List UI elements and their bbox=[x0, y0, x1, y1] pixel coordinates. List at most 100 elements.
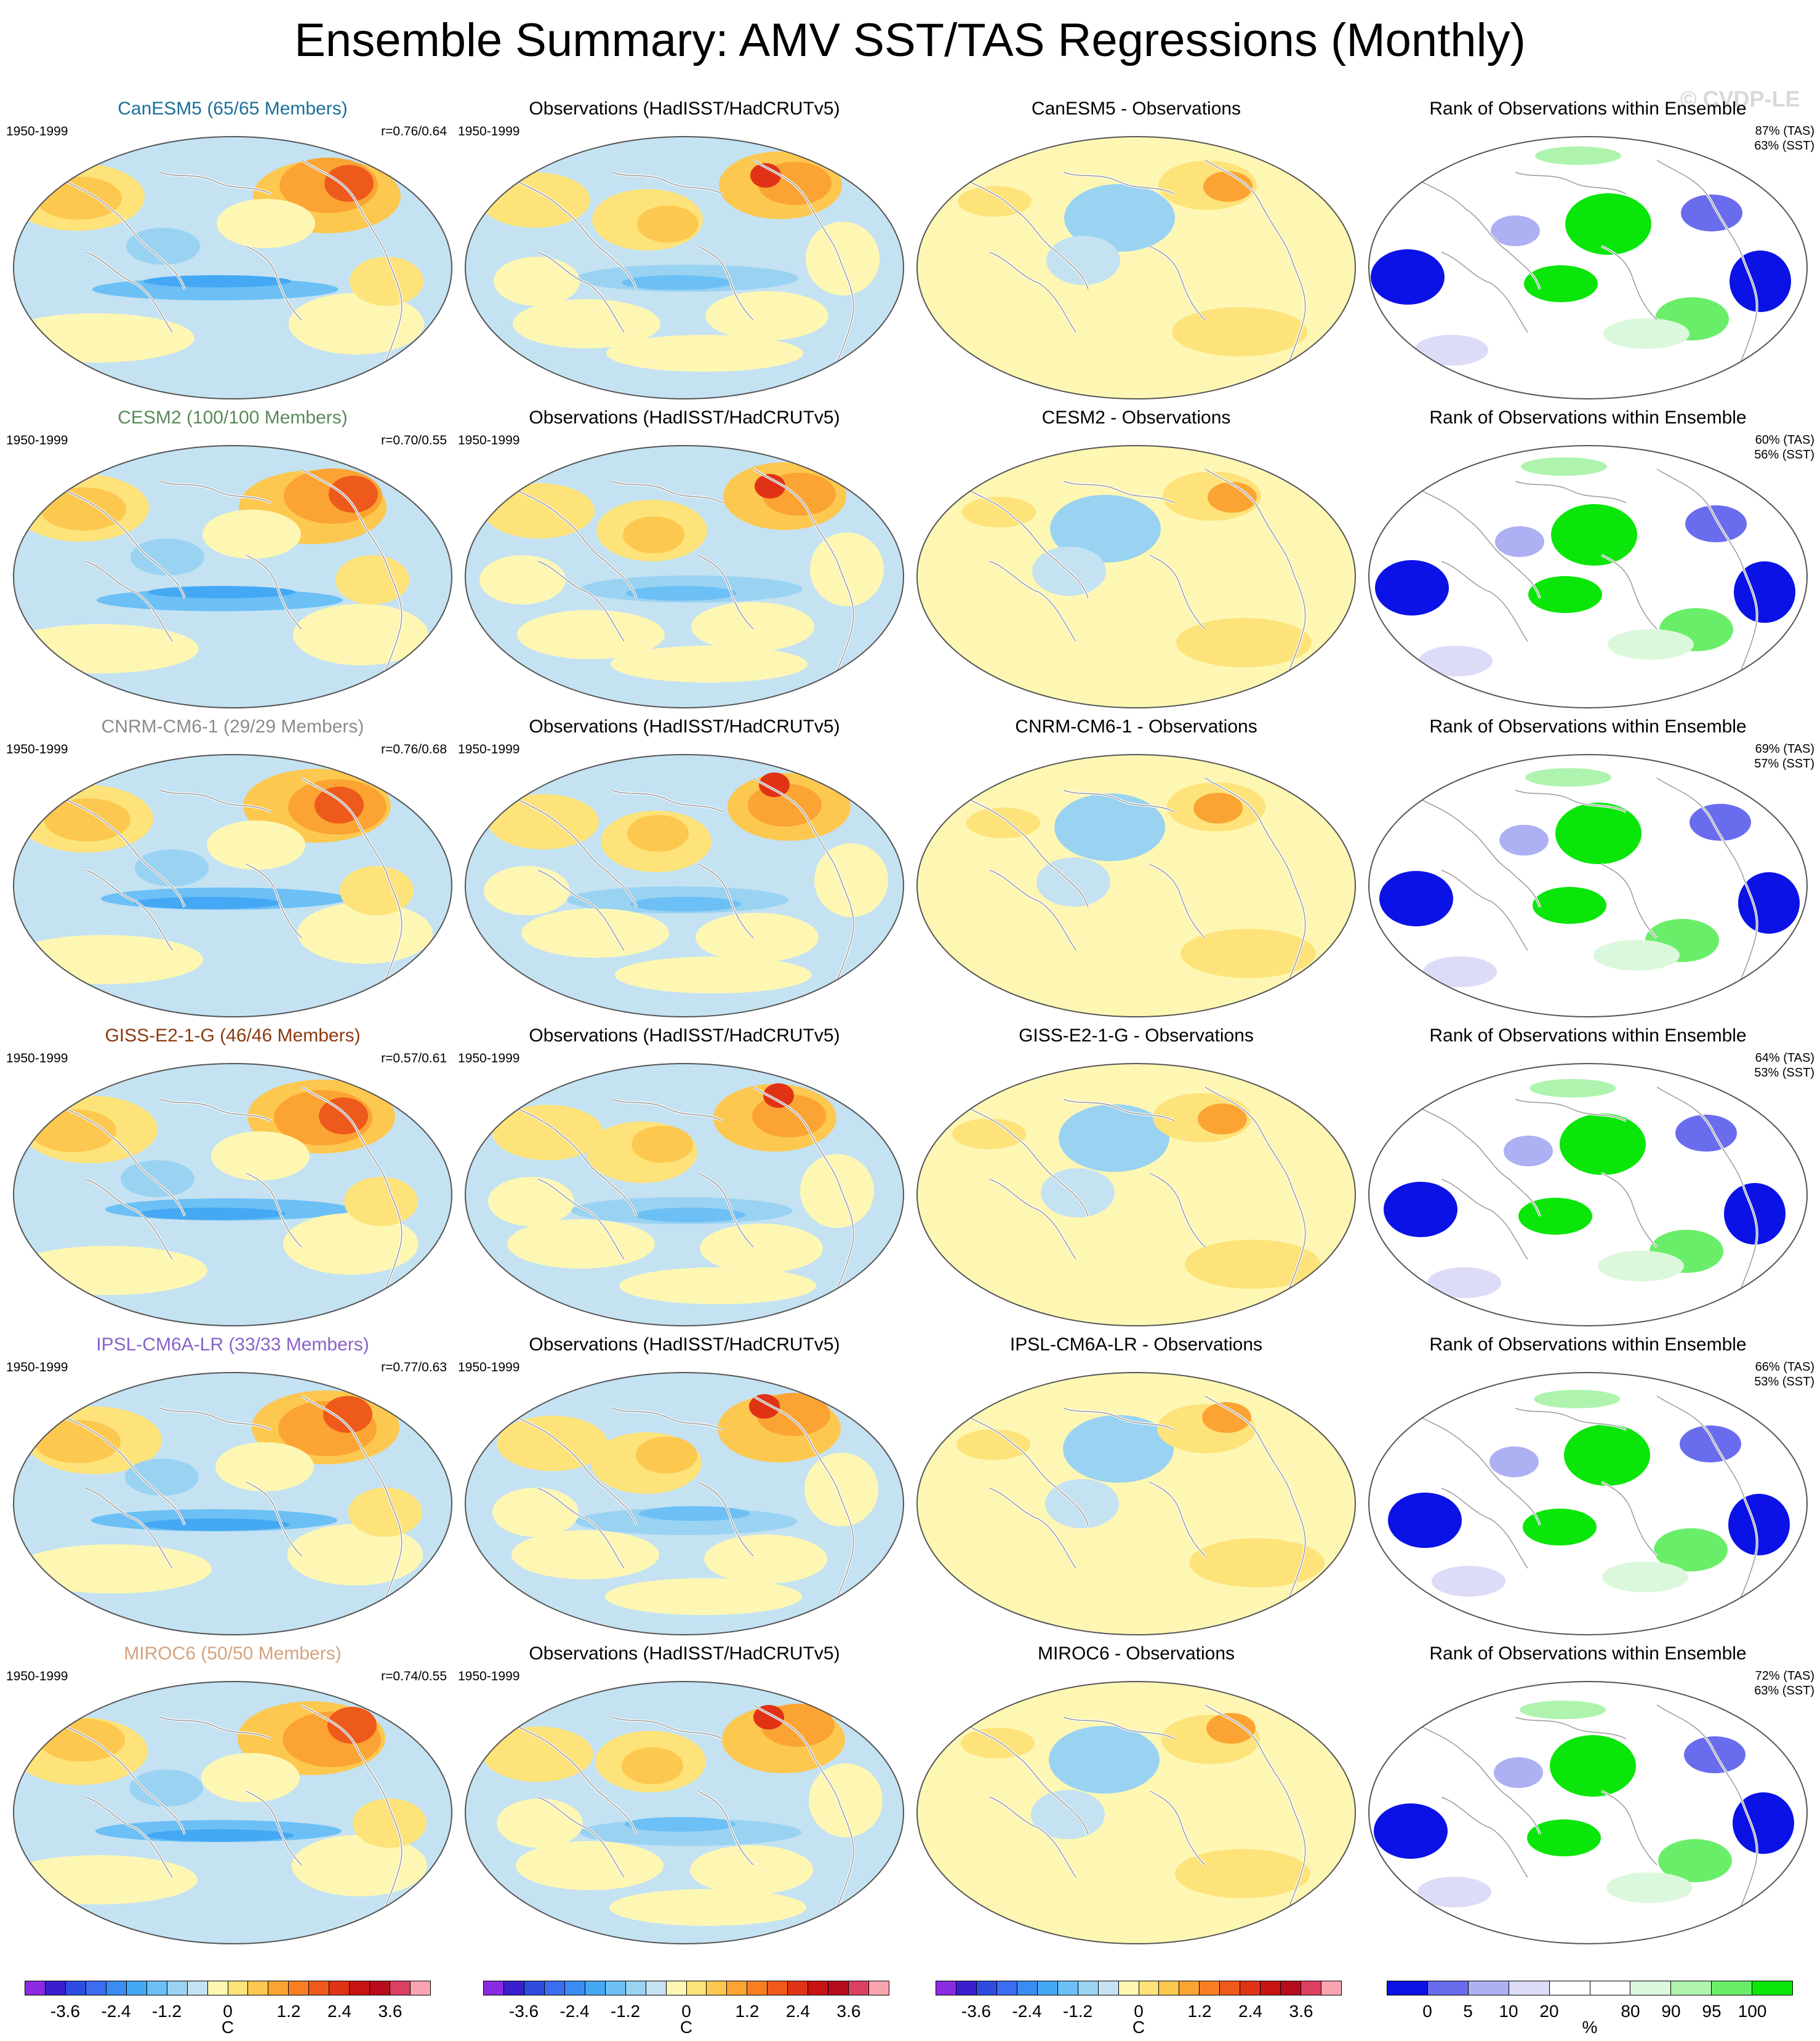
colorbar-swatch bbox=[1098, 1981, 1119, 1995]
field-region bbox=[492, 1488, 579, 1537]
field-region bbox=[1654, 1528, 1728, 1571]
map-border bbox=[13, 445, 452, 708]
coastline-outline bbox=[1441, 870, 1528, 951]
coastline-outline bbox=[1601, 555, 1658, 630]
coastline-outline bbox=[246, 1173, 302, 1248]
period-label: 1950-1999 bbox=[458, 742, 520, 756]
coastline-outline bbox=[753, 1395, 854, 1624]
colorbar-tick-label: 1.2 bbox=[735, 2002, 760, 2021]
panel-title: CESM2 - Observations bbox=[1041, 407, 1231, 428]
field-region bbox=[1432, 1566, 1505, 1597]
field-region bbox=[619, 1267, 816, 1304]
pattern-correlation: r=0.76/0.68 bbox=[381, 742, 447, 756]
rank-percent-tas: 66% (TAS) bbox=[1755, 1360, 1814, 1374]
coastline-outline bbox=[952, 1408, 1089, 1526]
observations-panel: Observations (HadISST/HadCRUTv5) 1950-199… bbox=[458, 1025, 911, 1333]
field-region bbox=[639, 1506, 750, 1521]
field-region bbox=[964, 1857, 1124, 1906]
field-region bbox=[40, 487, 126, 531]
coastline-outline bbox=[1601, 1173, 1658, 1248]
panel-title: Observations (HadISST/HadCRUTv5) bbox=[529, 1334, 840, 1355]
field-region bbox=[126, 228, 200, 265]
panel-title: Observations (HadISST/HadCRUTv5) bbox=[529, 716, 840, 737]
coastline-outline bbox=[159, 1408, 271, 1430]
colorbar-tick-label: 0 bbox=[1134, 2002, 1144, 2021]
field-region bbox=[483, 1726, 593, 1782]
map-border bbox=[465, 1681, 904, 1944]
field-region bbox=[1680, 1425, 1741, 1462]
field-region bbox=[763, 1083, 794, 1108]
field-region bbox=[705, 291, 828, 340]
coastline-outline bbox=[537, 870, 625, 951]
coastline-outline bbox=[697, 555, 754, 630]
field-region bbox=[134, 897, 281, 909]
panel-title: Rank of Observations within Ensemble bbox=[1429, 407, 1747, 428]
field-region bbox=[34, 1420, 121, 1463]
map-svg bbox=[13, 136, 452, 399]
colorbar-swatch bbox=[167, 1981, 188, 1995]
field-region bbox=[1423, 956, 1497, 987]
field-region bbox=[1050, 495, 1161, 563]
colorbar-swatch bbox=[1301, 1981, 1322, 1995]
coastline-outline bbox=[1601, 1790, 1658, 1866]
colorbar-swatch bbox=[1240, 1981, 1261, 1995]
coastline-outline bbox=[697, 1790, 754, 1866]
pattern-correlation: r=0.77/0.63 bbox=[381, 1360, 447, 1374]
field-region bbox=[1606, 1872, 1693, 1903]
difference-panel: GISS-E2-1-G - Observations bbox=[910, 1025, 1363, 1333]
coastline-outline bbox=[246, 1482, 302, 1557]
model-panel: GISS-E2-1-G (46/46 Members) 1950-1999 r=0.… bbox=[6, 1025, 459, 1333]
field-region bbox=[329, 476, 378, 513]
field-region bbox=[1379, 871, 1453, 926]
field-region bbox=[1734, 561, 1795, 623]
map-border bbox=[465, 1063, 904, 1326]
field-region bbox=[622, 275, 732, 290]
field-region bbox=[1685, 505, 1747, 542]
rank-percent-tas: 60% (TAS) bbox=[1755, 433, 1814, 447]
field-region bbox=[516, 1841, 663, 1890]
field-region bbox=[1564, 1424, 1650, 1486]
map-svg bbox=[13, 445, 452, 708]
field-region bbox=[750, 163, 781, 188]
panel-title: CNRM-CM6-1 - Observations bbox=[1015, 716, 1257, 737]
colorbar-tick-label: 0 bbox=[223, 2002, 233, 2021]
colorbar-swatch bbox=[45, 1981, 66, 1995]
panel-title: Rank of Observations within Ensemble bbox=[1429, 1025, 1747, 1046]
coastline-outline bbox=[1404, 1408, 1541, 1526]
field-region bbox=[319, 1097, 368, 1134]
field-region bbox=[1049, 1726, 1160, 1794]
colorbar-swatch bbox=[564, 1981, 585, 1995]
rank-percent-tas: 87% (TAS) bbox=[1755, 124, 1814, 138]
field-region bbox=[630, 897, 741, 912]
coastline-outline bbox=[1404, 790, 1541, 908]
coastline-outline bbox=[611, 1099, 723, 1121]
map-svg bbox=[1368, 1681, 1808, 1944]
field-region bbox=[1189, 1538, 1325, 1587]
map-border bbox=[1368, 1063, 1808, 1326]
colorbar-rank: 0 5 10 20 80 90 95 100% bbox=[1387, 1981, 1793, 2041]
field-region bbox=[1414, 335, 1488, 366]
colorbar-swatch bbox=[1017, 1981, 1038, 1995]
colorbar-swatch bbox=[1752, 1981, 1793, 1995]
field-region bbox=[1185, 1240, 1320, 1289]
coastline-outline bbox=[1404, 1099, 1541, 1217]
field-region bbox=[1690, 804, 1751, 841]
coastline-outline bbox=[1149, 864, 1206, 939]
field-region bbox=[1534, 1390, 1620, 1408]
coastline-outline bbox=[301, 777, 403, 1006]
map-svg bbox=[13, 1063, 452, 1326]
colorbar-tick-label: 3.6 bbox=[378, 2002, 403, 2021]
map-border bbox=[1368, 754, 1808, 1017]
colorbar-swatch bbox=[411, 1981, 431, 1995]
colorbar-swatches bbox=[25, 1981, 431, 1995]
map-svg bbox=[916, 136, 1356, 399]
field-region bbox=[1499, 825, 1549, 856]
coastline-outline bbox=[86, 870, 173, 951]
coastline-outline bbox=[611, 1717, 723, 1739]
field-region bbox=[966, 808, 1040, 838]
period-label: 1950-1999 bbox=[458, 124, 520, 138]
map-border bbox=[1368, 1681, 1808, 1944]
field-region bbox=[335, 555, 409, 604]
field-region bbox=[704, 1534, 827, 1584]
colorbar-swatch bbox=[1671, 1981, 1712, 1995]
